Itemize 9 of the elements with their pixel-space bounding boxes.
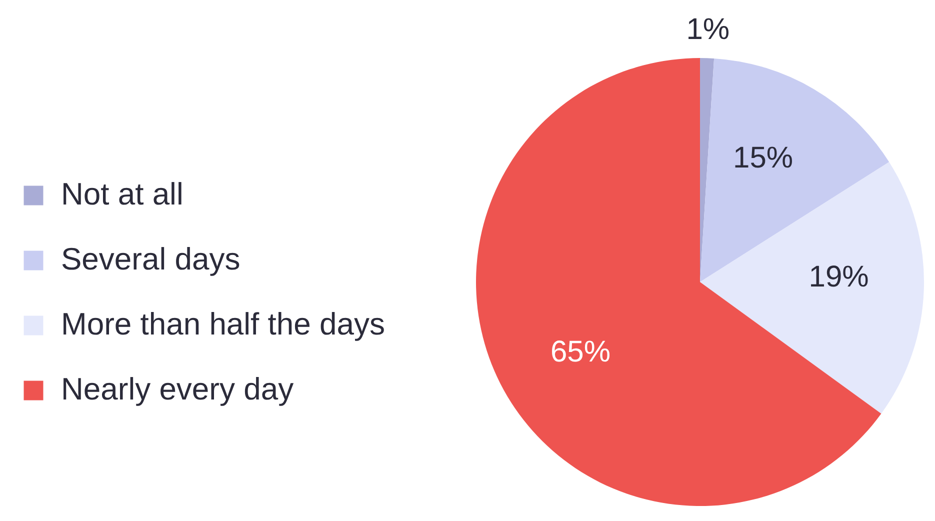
pie-slice xyxy=(476,58,882,506)
data-label: 19% xyxy=(808,260,869,294)
data-label: 1% xyxy=(686,13,730,46)
legend-label: Several days xyxy=(61,242,240,276)
legend-label: Not at all xyxy=(61,176,184,212)
data-label: 65% xyxy=(550,336,610,369)
legend-label: More than half the days xyxy=(61,306,385,342)
data-label: 15% xyxy=(733,141,794,174)
legend-label: Nearly every day xyxy=(61,372,294,406)
